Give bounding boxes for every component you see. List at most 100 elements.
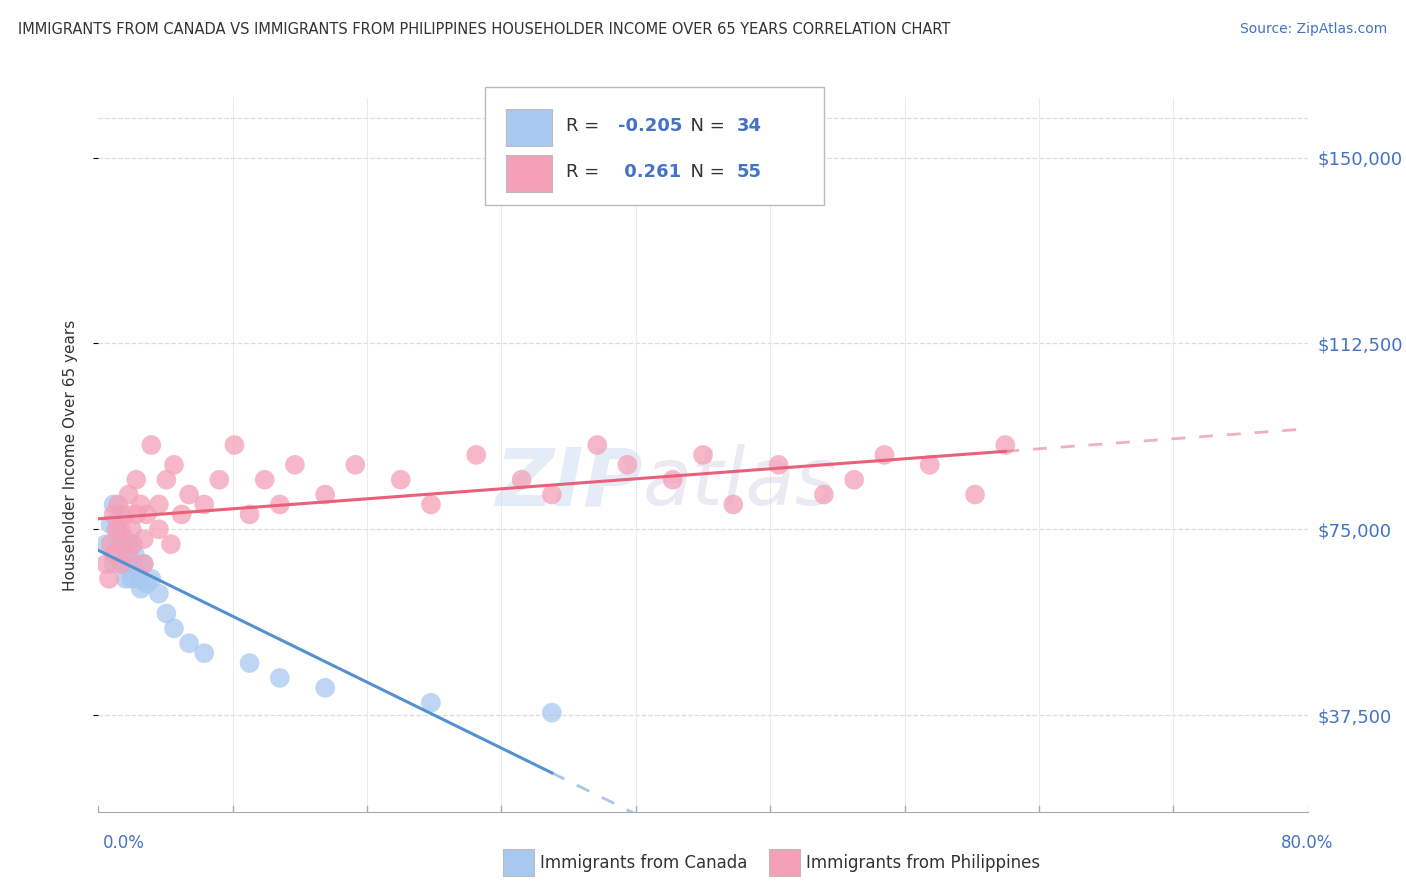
Point: [813, 487, 835, 501]
Point: [125, 562, 148, 576]
Point: [148, 587, 170, 601]
Point: [100, 517, 122, 532]
Point: [768, 458, 790, 472]
Point: [114, 532, 136, 546]
Point: [115, 547, 138, 561]
Point: [193, 646, 215, 660]
Point: [844, 473, 866, 487]
Point: [107, 537, 129, 551]
Point: [105, 522, 128, 536]
Point: [193, 498, 215, 512]
Point: [148, 498, 170, 512]
Point: [118, 547, 141, 561]
Point: [98, 572, 121, 586]
Text: Source: ZipAtlas.com: Source: ZipAtlas.com: [1240, 22, 1388, 37]
Text: Immigrants from Philippines: Immigrants from Philippines: [806, 854, 1040, 871]
Point: [965, 487, 987, 501]
Point: [179, 636, 201, 650]
Point: [111, 537, 134, 551]
Point: [132, 532, 155, 546]
Point: [103, 508, 125, 522]
Text: N =: N =: [679, 118, 730, 136]
Point: [121, 557, 143, 571]
Point: [105, 547, 128, 561]
Point: [269, 498, 291, 512]
Point: [540, 487, 562, 501]
Point: [239, 508, 262, 522]
Point: [110, 522, 132, 536]
Point: [540, 706, 562, 720]
Text: ZIP: ZIP: [495, 444, 643, 523]
Point: [253, 473, 276, 487]
Point: [114, 508, 136, 522]
Point: [662, 473, 685, 487]
Point: [692, 448, 714, 462]
Point: [586, 438, 609, 452]
Point: [103, 557, 125, 571]
Text: N =: N =: [679, 162, 730, 181]
Point: [994, 438, 1017, 452]
Point: [179, 487, 201, 501]
FancyBboxPatch shape: [485, 87, 824, 205]
Point: [122, 537, 145, 551]
Text: R =: R =: [567, 118, 606, 136]
Point: [135, 576, 157, 591]
Point: [135, 508, 157, 522]
Point: [118, 537, 141, 551]
Point: [918, 458, 941, 472]
Point: [141, 438, 163, 452]
Text: R =: R =: [567, 162, 606, 181]
Point: [163, 458, 186, 472]
Text: 55: 55: [737, 162, 762, 181]
Point: [103, 547, 125, 561]
Text: 0.0%: 0.0%: [103, 834, 145, 852]
Point: [124, 547, 146, 561]
Point: [344, 458, 367, 472]
Point: [121, 522, 143, 536]
Point: [163, 621, 186, 635]
Point: [420, 696, 443, 710]
Point: [100, 537, 122, 551]
Point: [94, 557, 117, 571]
Y-axis label: Householder Income Over 65 years: Householder Income Over 65 years: [63, 319, 77, 591]
Point: [314, 487, 336, 501]
Point: [129, 582, 152, 596]
Point: [118, 562, 141, 576]
Point: [107, 498, 129, 512]
Point: [105, 522, 128, 536]
Point: [111, 557, 134, 571]
Point: [160, 537, 183, 551]
Point: [110, 508, 132, 522]
Point: [148, 522, 170, 536]
Point: [94, 537, 117, 551]
Point: [128, 572, 150, 586]
Point: [114, 572, 136, 586]
Point: [616, 458, 638, 472]
Text: IMMIGRANTS FROM CANADA VS IMMIGRANTS FROM PHILIPPINES HOUSEHOLDER INCOME OVER 65: IMMIGRANTS FROM CANADA VS IMMIGRANTS FRO…: [18, 22, 950, 37]
Point: [125, 473, 148, 487]
Point: [284, 458, 307, 472]
Text: 80.0%: 80.0%: [1281, 834, 1333, 852]
Point: [224, 438, 246, 452]
Point: [873, 448, 896, 462]
Point: [389, 473, 412, 487]
Point: [121, 572, 143, 586]
FancyBboxPatch shape: [506, 109, 553, 146]
Point: [239, 656, 262, 670]
Point: [110, 537, 132, 551]
Point: [208, 473, 231, 487]
Point: [110, 557, 132, 571]
Point: [155, 473, 177, 487]
Text: 34: 34: [737, 118, 762, 136]
Point: [118, 487, 141, 501]
Point: [314, 681, 336, 695]
Point: [465, 448, 488, 462]
Point: [269, 671, 291, 685]
FancyBboxPatch shape: [506, 154, 553, 192]
Point: [170, 508, 193, 522]
Text: -0.205: -0.205: [619, 118, 683, 136]
Text: Immigrants from Canada: Immigrants from Canada: [540, 854, 747, 871]
Text: 0.261: 0.261: [619, 162, 682, 181]
Point: [723, 498, 745, 512]
Point: [103, 498, 125, 512]
